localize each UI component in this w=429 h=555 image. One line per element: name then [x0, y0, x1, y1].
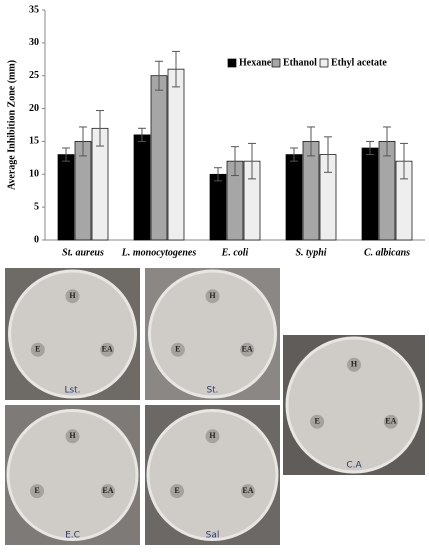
plate-label: Sal	[206, 531, 220, 541]
well	[170, 484, 185, 499]
legend-swatch	[319, 58, 329, 68]
x-tick-label: C. albicans	[364, 247, 410, 258]
y-axis-label: Average Inhibition Zone (mm)	[6, 60, 17, 190]
well-label: E	[175, 345, 180, 354]
petri-dish	[6, 409, 139, 541]
legend-swatch	[227, 58, 237, 68]
y-tick-label: 0	[34, 234, 39, 245]
error-bar	[307, 126, 315, 157]
legend-label: Ethanol	[283, 57, 317, 68]
error-bar	[62, 147, 70, 162]
error-bar	[324, 136, 332, 173]
y-tick-label: 15	[29, 136, 39, 147]
error-bar	[383, 126, 391, 157]
well-label: EA	[102, 486, 113, 495]
plate-label: St.	[206, 386, 218, 396]
well-label: EA	[242, 486, 253, 495]
well	[100, 484, 115, 499]
well	[30, 342, 45, 357]
error-bar	[96, 110, 104, 147]
y-tick-label: 25	[29, 70, 39, 81]
error-bar	[400, 142, 408, 180]
petri-dish	[148, 269, 277, 399]
bar	[361, 147, 379, 241]
bar	[133, 134, 151, 241]
error-bar	[214, 167, 222, 182]
error-bar	[248, 142, 256, 180]
well-label: EA	[242, 345, 253, 354]
plate-label: C.A	[346, 461, 362, 471]
bar	[57, 154, 75, 241]
well	[240, 342, 255, 357]
well	[240, 484, 255, 499]
legend-swatch	[271, 58, 281, 68]
well	[100, 342, 115, 357]
well-label: E	[174, 486, 179, 495]
well	[383, 414, 398, 429]
y-tick-label: 20	[29, 103, 39, 114]
well	[205, 429, 220, 444]
well-label: H	[209, 291, 216, 300]
well	[347, 357, 361, 372]
well-label: H	[69, 291, 76, 300]
well	[30, 484, 45, 499]
well	[65, 289, 80, 304]
well	[205, 289, 220, 304]
bar	[209, 173, 227, 241]
well-label: E	[314, 417, 319, 426]
bar	[285, 154, 303, 241]
y-tick-label: 5	[34, 201, 39, 212]
petri-dish	[8, 269, 137, 399]
well-label: H	[351, 360, 358, 369]
plate-label: E.C	[65, 531, 80, 541]
x-tick-label: S. typhi	[295, 247, 326, 258]
x-tick-label: St. aureus	[62, 247, 104, 258]
x-tick-label: E. coli	[221, 247, 249, 258]
well-label: E	[34, 486, 39, 495]
bar	[167, 68, 185, 241]
well-label: EA	[102, 345, 113, 354]
petri-dish	[285, 336, 423, 474]
well	[310, 414, 325, 429]
well	[65, 429, 80, 444]
error-bar	[155, 60, 163, 91]
error-bar	[231, 146, 239, 177]
well-label: E	[35, 345, 40, 354]
bar	[150, 75, 168, 241]
x-tick-label: L. monocytogenes	[121, 247, 197, 258]
well-label: EA	[385, 417, 396, 426]
y-tick-label: 30	[29, 37, 39, 48]
legend-label: Ethyl acetate	[331, 57, 387, 68]
error-bar	[79, 126, 87, 157]
legend-label: Hexane	[239, 57, 272, 68]
error-bar	[172, 50, 180, 88]
petri-dish	[146, 409, 279, 541]
error-bar	[290, 147, 298, 162]
plate-label: Lst.	[64, 386, 80, 396]
well-label: H	[69, 431, 76, 440]
error-bar	[138, 127, 146, 142]
well	[170, 342, 185, 357]
error-bar	[366, 140, 374, 156]
well-label: H	[209, 431, 216, 440]
y-tick-label: 10	[29, 169, 39, 180]
y-tick-label: 35	[29, 4, 39, 15]
